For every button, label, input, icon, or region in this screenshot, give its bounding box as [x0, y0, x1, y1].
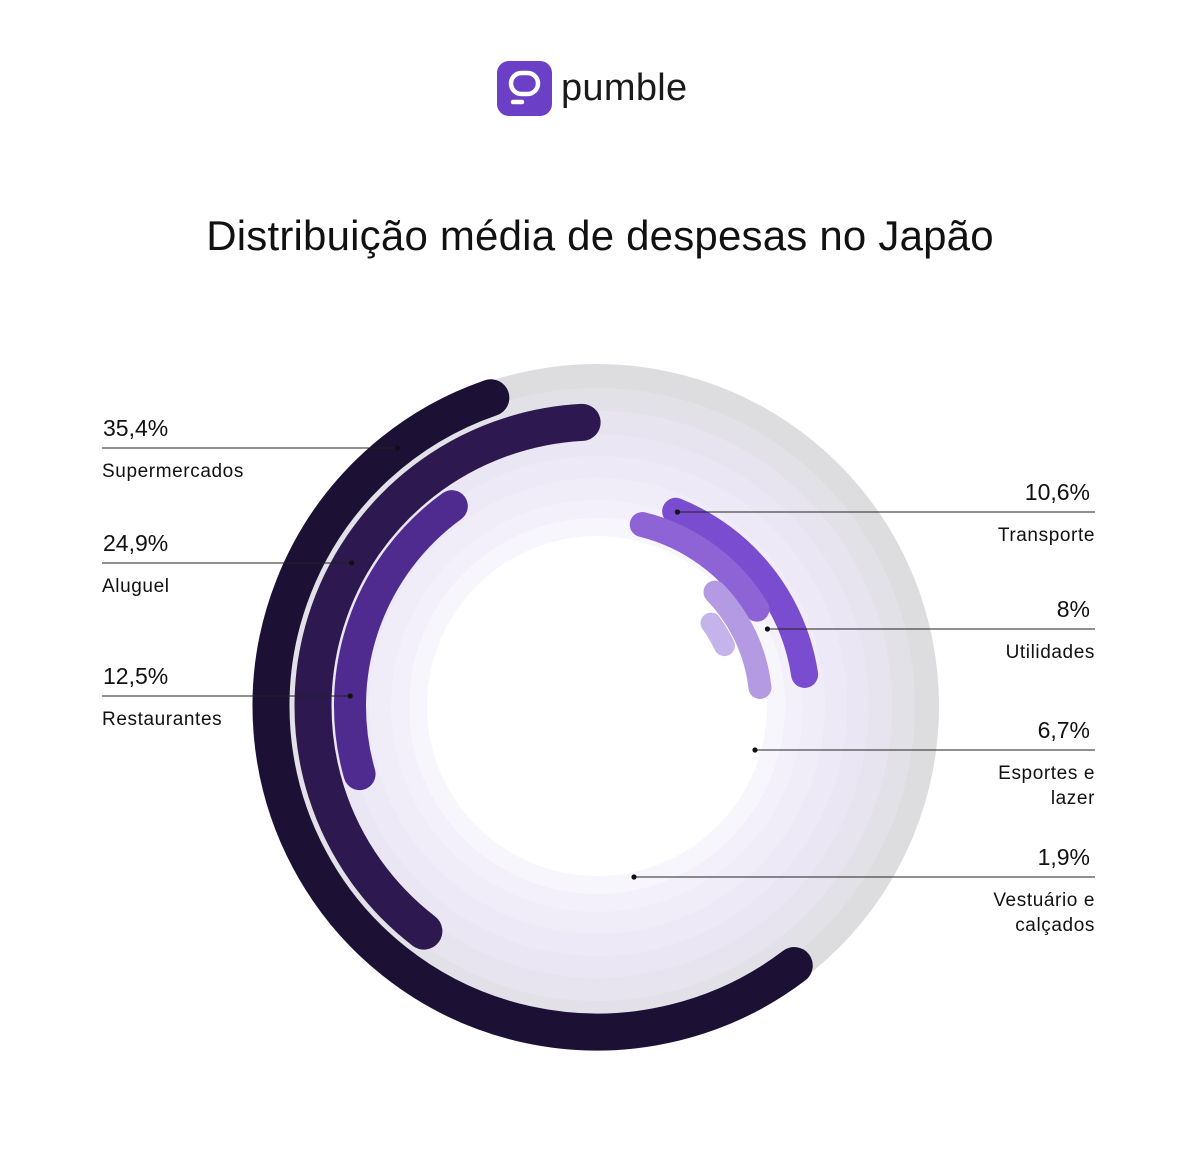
value-label-aluguel: 24,9% — [103, 530, 168, 556]
leader-dot-utilidades — [764, 626, 771, 632]
leader-dot-restaurantes — [347, 693, 353, 699]
value-label-supermercados: 35,4% — [103, 415, 168, 441]
pumble-logo: pumble — [497, 60, 687, 116]
category-label-supermercados: Supermercados — [102, 461, 244, 482]
value-label-esportes-e-lazer: 6,7% — [1038, 717, 1090, 743]
bar-utilidades — [629, 512, 770, 622]
brand-name: pumble — [561, 67, 688, 109]
pumble-logo-icon — [497, 60, 552, 116]
category-label-aluguel: Aluguel — [102, 576, 170, 597]
leader-dot-transporte — [674, 509, 680, 515]
category-label-esportes-e-lazer-2: lazer — [1051, 788, 1095, 809]
background-ring-8 — [427, 536, 767, 876]
bar-vestuario-e-calcados — [700, 612, 735, 657]
bar-aluguel — [294, 403, 601, 950]
leader-dot-esportes-e-lazer — [752, 747, 758, 753]
leader-dot-aluguel — [349, 560, 355, 566]
category-label-transporte: Transporte — [998, 525, 1095, 546]
category-label-esportes-e-lazer-1: Esportes e — [998, 763, 1095, 784]
bar-supermercados — [252, 379, 813, 1051]
leader-dot-supermercados — [395, 445, 401, 451]
value-label-utilidades: 8% — [1057, 596, 1090, 622]
value-label-vestuario-e-calcados: 1,9% — [1038, 844, 1090, 870]
value-label-transporte: 10,6% — [1025, 479, 1090, 505]
chart-title: Distribuição média de despesas no Japão — [206, 212, 994, 259]
bar-esportes-e-lazer — [703, 580, 772, 699]
bar-transporte — [662, 497, 819, 688]
category-label-vestuario-e-calcados-1: Vestuário e — [993, 890, 1095, 911]
category-label-vestuario-e-calcados-2: calçados — [1015, 915, 1095, 936]
value-label-restaurantes: 12,5% — [103, 663, 168, 689]
bar-restaurantes — [334, 490, 468, 791]
category-label-utilidades: Utilidades — [1006, 642, 1095, 663]
leader-dot-vestuario-e-calcados — [631, 874, 637, 880]
category-label-restaurantes: Restaurantes — [102, 709, 222, 730]
